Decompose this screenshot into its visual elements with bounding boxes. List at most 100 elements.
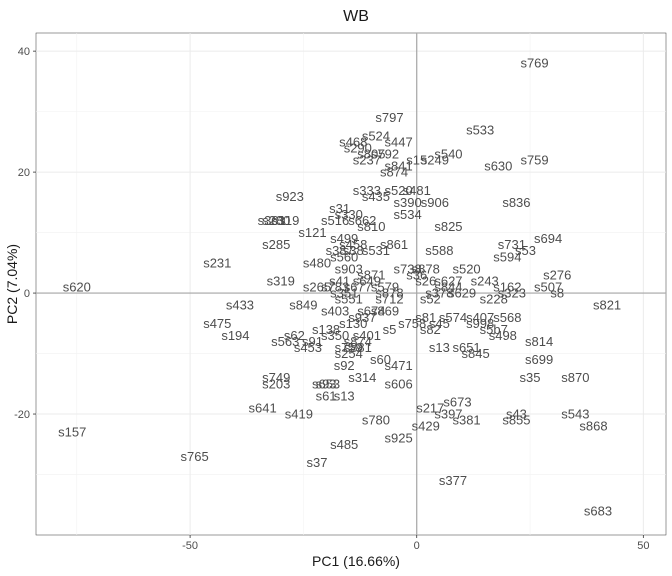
point-label: s43 [506,407,527,422]
point-label: s435 [362,189,390,204]
point-label: s738 [394,261,422,276]
point-label: s563 [271,334,299,349]
point-label: s878 [375,286,403,301]
x-axis-ticks: -50 0 50 [182,535,649,552]
point-label: s53 [515,243,536,258]
point-label: s871 [357,267,385,282]
point-label: s797 [375,110,403,125]
point-label: s81 [415,310,436,325]
point-label: s350 [321,328,349,343]
point-label: s217 [416,400,444,415]
y-axis-title: PC2 (7.04%) [4,244,20,324]
point-label: s403 [321,304,349,319]
point-label: s319 [271,213,299,228]
point-label: s407 [466,310,494,325]
point-label: s674 [357,304,385,319]
point-label: s60 [370,352,391,367]
point-label: s749 [262,370,290,385]
point-label: s841 [384,159,412,174]
point-label: s228 [480,292,508,307]
point-label: s121 [298,225,326,240]
point-label: s925 [384,431,412,446]
point-label: s390 [394,195,422,210]
point-label: s903 [335,261,363,276]
point-label: s641 [249,400,277,415]
point-label: s61 [316,388,337,403]
point-label: s677 [344,280,372,295]
point-label: s26 [415,273,436,288]
x-tick-label: 0 [414,540,420,552]
point-label: s937 [348,310,376,325]
point-label: s433 [226,298,254,313]
point-label: s712 [375,292,403,307]
point-label: s485 [330,437,358,452]
point-label: s534 [394,207,422,222]
point-label: s731 [498,237,526,252]
y-axis-ticks: -20 0 20 40 [14,46,36,421]
point-label: s36 [406,267,427,282]
point-label: s551 [335,292,363,307]
point-label: s276 [543,267,571,282]
point-label: s333 [353,183,381,198]
point-label: s91 [302,334,323,349]
point-label: s387 [326,243,354,258]
point-label: s231 [203,255,231,270]
point-label: s874 [344,334,372,349]
point-label: s861 [380,237,408,252]
point-label: s378 [425,286,453,301]
point-label: s62 [284,328,305,343]
point-label: s520 [384,183,412,198]
point-label: s361 [258,213,286,228]
point-label: s507 [534,280,562,295]
point-label: s765 [181,449,209,464]
point-label: s869 [371,304,399,319]
minor-gridlines [36,33,666,535]
point-label: s620 [63,280,91,295]
point-label: s45 [429,316,450,331]
point-label: s568 [493,310,521,325]
chart-title: WB [343,8,369,25]
y-tick-label: 20 [18,167,30,179]
point-label: s579 [371,280,399,295]
point-label: s203 [262,376,290,391]
point-label: s825 [434,219,462,234]
point-label: s37 [307,455,328,470]
point-label: s694 [534,231,562,246]
point-label: s855 [502,413,530,428]
point-label: s780 [362,413,390,428]
point-label: s769 [520,56,548,71]
point-label: s130 [339,316,367,331]
y-tick-label: -20 [14,409,30,421]
point-label: s265 [303,280,331,295]
point-label: s881 [344,340,372,355]
point-label: s401 [353,328,381,343]
point-label: s516 [321,213,349,228]
point-label: s868 [579,419,607,434]
y-tick-label: 40 [18,46,30,58]
y-tick-label: 0 [24,288,30,300]
point-label: s792 [371,146,399,161]
point-label: s15 [406,153,427,168]
point-label: s458 [339,237,367,252]
point-label: s5 [383,322,397,337]
point-label: s845 [462,346,490,361]
point-label: s630 [484,159,512,174]
point-label: s805 [357,146,385,161]
point-label: s13 [334,388,355,403]
point-label: s237 [353,153,381,168]
point-label: s560 [330,249,358,264]
point-label: s8 [550,286,564,301]
point-label: s481 [403,183,431,198]
point-label: s874 [380,165,408,180]
point-label: s285 [262,237,290,252]
point-label: s194 [221,328,249,343]
point-label: s594 [493,249,521,264]
point-label: s759 [520,153,548,168]
point-label: s524 [362,128,390,143]
point-label: s653 [312,376,340,391]
plot-background [35,32,667,536]
point-label: s662 [348,213,376,228]
point-label: s453 [294,340,322,355]
point-label: s699 [525,352,553,367]
